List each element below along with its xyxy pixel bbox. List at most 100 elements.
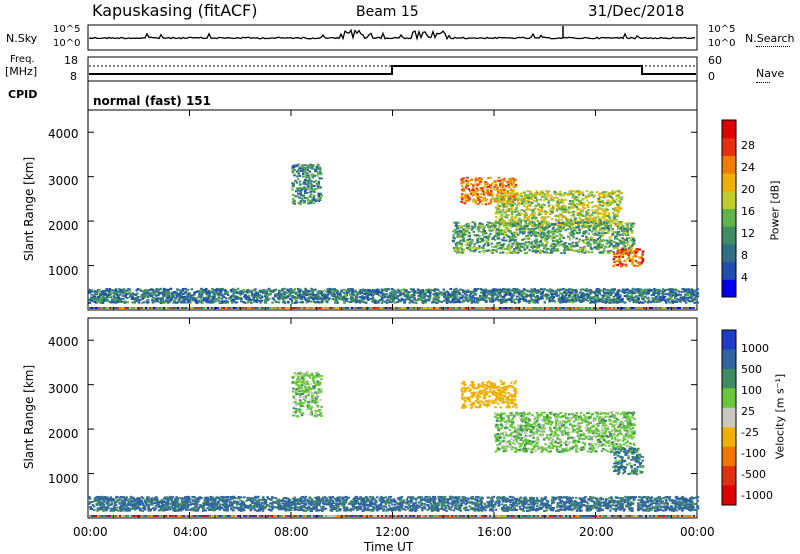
power-echo — [522, 219, 525, 222]
power-echo — [654, 292, 658, 295]
power-echo — [525, 251, 529, 254]
power-echo — [318, 197, 322, 200]
power-echo — [167, 295, 171, 297]
power-echo — [496, 237, 500, 240]
power-echo — [218, 296, 221, 299]
power-echo — [205, 291, 208, 293]
power-echo — [609, 224, 612, 227]
power-echo — [593, 233, 597, 236]
power-echo — [481, 289, 484, 292]
power-echo — [184, 290, 188, 293]
power-echo — [507, 197, 510, 200]
power-echo — [597, 288, 601, 291]
power-echo — [316, 174, 319, 177]
power-echo — [599, 224, 602, 227]
power-echo — [128, 288, 132, 291]
power-echo — [252, 297, 255, 300]
power-echo — [502, 296, 506, 299]
power-echo — [535, 297, 538, 300]
power-echo — [134, 294, 138, 296]
power-echo — [562, 249, 566, 252]
power-echo — [622, 252, 625, 255]
power-echo — [517, 203, 520, 206]
power-echo — [622, 249, 626, 252]
power-echo — [521, 245, 524, 248]
power-echo — [582, 292, 585, 295]
power-echo — [512, 288, 515, 291]
power-echo — [472, 230, 475, 233]
power-echo — [534, 242, 537, 245]
power-echo — [412, 288, 415, 291]
power-echo — [462, 301, 465, 304]
power-echo — [567, 192, 570, 195]
power-echo — [611, 222, 615, 225]
power-echo — [364, 289, 367, 292]
power-echo — [628, 295, 631, 298]
power-echo — [355, 297, 358, 300]
power-echo — [607, 229, 611, 232]
power-echo — [635, 250, 639, 253]
power-echo — [527, 204, 530, 207]
power-echo — [511, 225, 514, 228]
power-echo — [224, 291, 227, 294]
power-echo — [134, 298, 137, 301]
power-echo — [535, 295, 539, 298]
power-echo — [647, 296, 650, 299]
power-echo — [562, 288, 565, 290]
power-echo — [516, 246, 520, 249]
power-echo — [479, 295, 482, 298]
power-echo — [472, 192, 475, 195]
power-echo — [544, 213, 547, 216]
power-echo — [555, 209, 559, 212]
power-echo — [387, 295, 391, 298]
power-echo — [541, 236, 544, 239]
power-echo — [489, 200, 493, 203]
power-echo — [531, 298, 535, 301]
power-echo — [304, 164, 308, 167]
power-echo — [556, 200, 559, 203]
power-echo — [369, 297, 372, 300]
power-echo — [306, 294, 310, 297]
power-echo — [466, 181, 470, 184]
power-echo — [459, 234, 463, 237]
power-echo — [561, 224, 564, 227]
power-echo — [491, 245, 494, 248]
power-echo — [507, 292, 510, 295]
power-echo — [505, 224, 509, 227]
power-echo — [645, 288, 649, 291]
power-echo — [526, 225, 529, 228]
power-echo — [497, 195, 500, 198]
power-echo — [234, 291, 238, 294]
power-echo — [461, 190, 465, 192]
power-echo — [260, 299, 263, 302]
power-echo — [550, 251, 553, 254]
power-echo — [95, 292, 99, 295]
power-echo — [526, 234, 530, 237]
power-echo — [474, 225, 477, 228]
power-echo — [567, 248, 570, 251]
power-echo — [355, 300, 358, 303]
power-echo — [618, 206, 621, 209]
power-echo — [596, 294, 600, 297]
power-echo — [543, 204, 546, 207]
power-echo — [604, 231, 608, 234]
power-echo — [160, 298, 163, 301]
power-echo — [432, 300, 436, 303]
power-echo — [515, 207, 518, 209]
power-echo — [480, 177, 483, 180]
power-echo — [515, 228, 518, 231]
power-echo — [479, 237, 482, 240]
power-echo — [472, 184, 475, 187]
power-echo — [462, 299, 465, 302]
power-echo — [447, 296, 451, 299]
power-echo — [657, 297, 661, 300]
power-echo — [525, 214, 528, 217]
power-echo — [487, 249, 491, 252]
power-echo — [622, 301, 625, 304]
power-echo — [532, 293, 535, 296]
power-echo — [302, 164, 306, 167]
power-echo — [603, 228, 607, 231]
power-echo — [214, 297, 218, 300]
power-echo — [481, 250, 484, 253]
power-echo — [570, 219, 573, 222]
